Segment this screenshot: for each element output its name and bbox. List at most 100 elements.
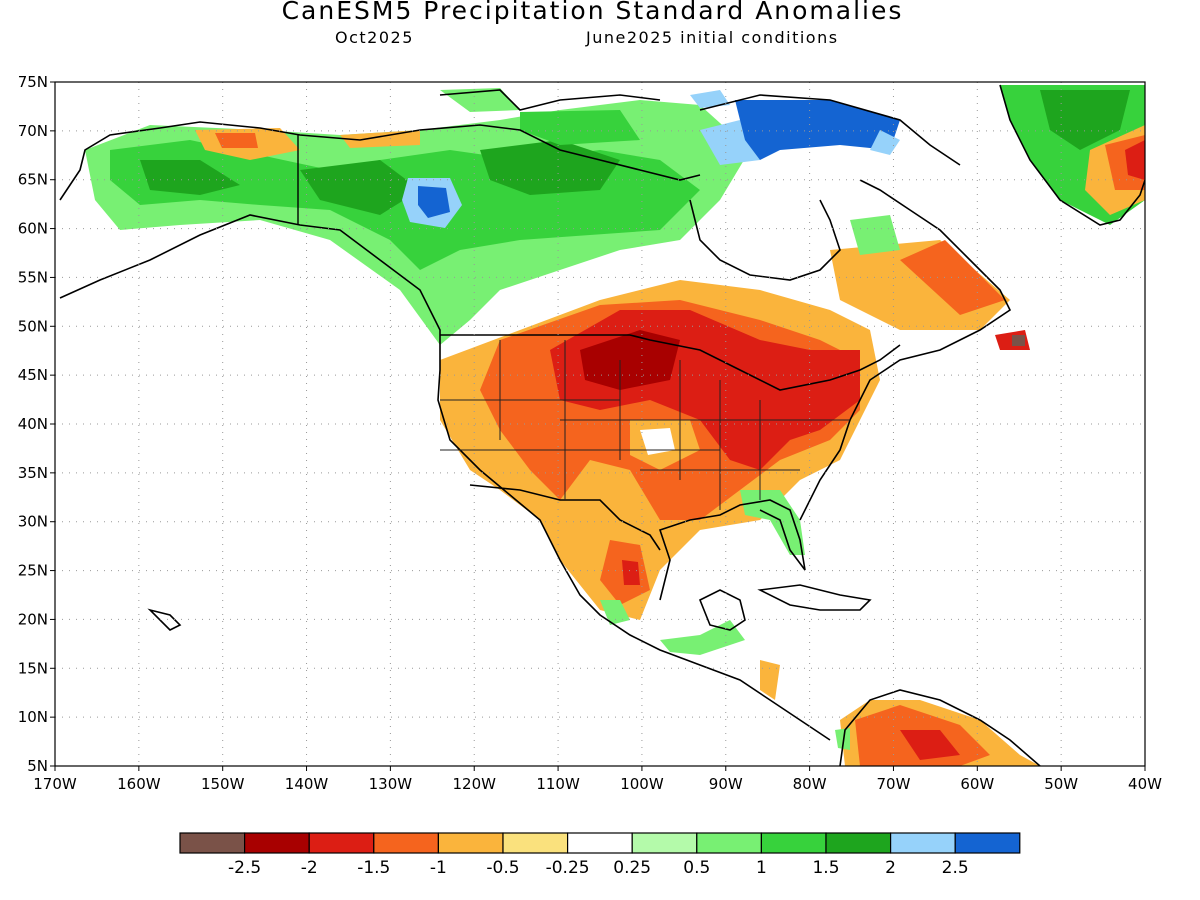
lon-tick-label: 90W [709, 775, 743, 793]
anomaly-region [690, 90, 730, 108]
lon-tick-label: 70W [877, 775, 911, 793]
lat-tick-label: 20N [18, 610, 48, 628]
anomaly-region [850, 215, 900, 255]
anomaly-region [622, 560, 640, 585]
anomaly-region [640, 428, 675, 455]
coastline [658, 499, 806, 601]
coastline [699, 94, 961, 166]
legend-swatch [696, 832, 762, 854]
coastline [689, 199, 841, 281]
coastline [147, 608, 182, 631]
legend-label: 1 [756, 858, 767, 878]
lat-tick-label: 15N [18, 659, 48, 677]
anomaly-region [740, 490, 805, 555]
anomaly-region [760, 660, 780, 700]
lon-tick-label: 100W [620, 775, 664, 793]
anomaly-region [1012, 335, 1025, 346]
forecast-month: Oct2025 [335, 28, 414, 47]
legend-label: -1.5 [357, 858, 390, 878]
legend-swatch [437, 832, 504, 854]
lon-tick-label: 40W [1128, 775, 1162, 793]
border [469, 484, 661, 551]
lon-tick-label: 170W [33, 775, 77, 793]
coastline-layer [59, 84, 1145, 766]
legend-label: 1.5 [812, 858, 839, 878]
legend-label: 2.5 [942, 858, 969, 878]
lat-tick-label: 65N [18, 171, 48, 189]
legend-label: 0.25 [613, 858, 651, 878]
anomaly-region [1040, 90, 1130, 150]
anomaly-region [215, 133, 258, 148]
legend-swatch [179, 832, 246, 854]
lon-tick-label: 80W [793, 775, 827, 793]
lat-tick-label: 25N [18, 562, 48, 580]
lat-tick-label: 5N [27, 757, 48, 775]
coastline [59, 214, 831, 741]
lon-tick-label: 130W [369, 775, 413, 793]
lat-tick-label: 45N [18, 366, 48, 384]
lon-tick-label: 160W [117, 775, 161, 793]
lat-tick-label: 35N [18, 464, 48, 482]
lon-tick-label: 110W [536, 775, 580, 793]
anomaly-region [900, 730, 960, 760]
anomaly-region [520, 110, 640, 145]
border [440, 340, 850, 510]
legend-label: 2 [885, 858, 896, 878]
coastline [799, 179, 1012, 521]
lat-tick-label: 70N [18, 122, 48, 140]
anomaly-region [735, 100, 900, 160]
legend-label: -0.25 [546, 858, 590, 878]
anomaly-region [900, 240, 1005, 315]
anomaly-region [580, 330, 680, 390]
map-title: CanESM5 Precipitation Standard Anomalies [281, 0, 904, 25]
lat-tick-label: 55N [18, 268, 48, 286]
initial-conditions: June2025 initial conditions [586, 28, 839, 47]
lat-tick-label: 75N [18, 73, 48, 91]
legend-swatch [825, 832, 892, 854]
anomaly-region [340, 130, 420, 148]
legend-swatch [373, 832, 439, 854]
lat-tick-label: 60N [18, 220, 48, 238]
lon-tick-label: 60W [960, 775, 994, 793]
coastline [59, 121, 701, 201]
anomaly-region [418, 186, 450, 218]
legend-label: -2 [301, 858, 318, 878]
anomaly-region [600, 600, 630, 625]
anomaly-region [870, 130, 900, 155]
coastline [839, 689, 1041, 766]
anomaly-region [1125, 140, 1145, 180]
anomaly-fill-layer [85, 85, 1145, 766]
coastline [439, 89, 661, 111]
lon-tick-label: 120W [452, 775, 496, 793]
lat-tick-label: 10N [18, 708, 48, 726]
lon-tick-label: 50W [1044, 775, 1078, 793]
legend-swatch [631, 832, 698, 854]
latitude-axis: 75N 70N 65N 60N 55N 50N 45N 40N 35N 30N 25N 20N 15N 1… [18, 73, 55, 775]
legend-swatch [954, 832, 1021, 854]
anomaly-region [835, 728, 850, 750]
lon-tick-label: 150W [201, 775, 245, 793]
lon-tick-label: 140W [285, 775, 329, 793]
legend-label: -0.5 [486, 858, 519, 878]
lat-tick-label: 30N [18, 513, 48, 531]
longitude-axis: 170W 160W 150W 140W 130W 120W 110W 100W 90W 80W 70… [33, 766, 1162, 793]
legend-swatch [502, 832, 569, 854]
border [440, 334, 901, 391]
legend-label: 0.5 [683, 858, 710, 878]
lat-tick-label: 50N [18, 317, 48, 335]
legend-swatch [244, 832, 310, 854]
anomaly-region [140, 160, 240, 195]
legend-label: -1 [430, 858, 447, 878]
legend-swatch [566, 832, 633, 854]
legend-swatch [889, 832, 956, 854]
lat-tick-label: 40N [18, 415, 48, 433]
legend-label: -2.5 [228, 858, 261, 878]
coastline [757, 584, 872, 611]
coastline [698, 589, 746, 631]
coastline [999, 84, 1145, 226]
legend-swatch [308, 832, 375, 854]
legend-swatch [760, 832, 827, 854]
anomaly-region [480, 140, 620, 195]
